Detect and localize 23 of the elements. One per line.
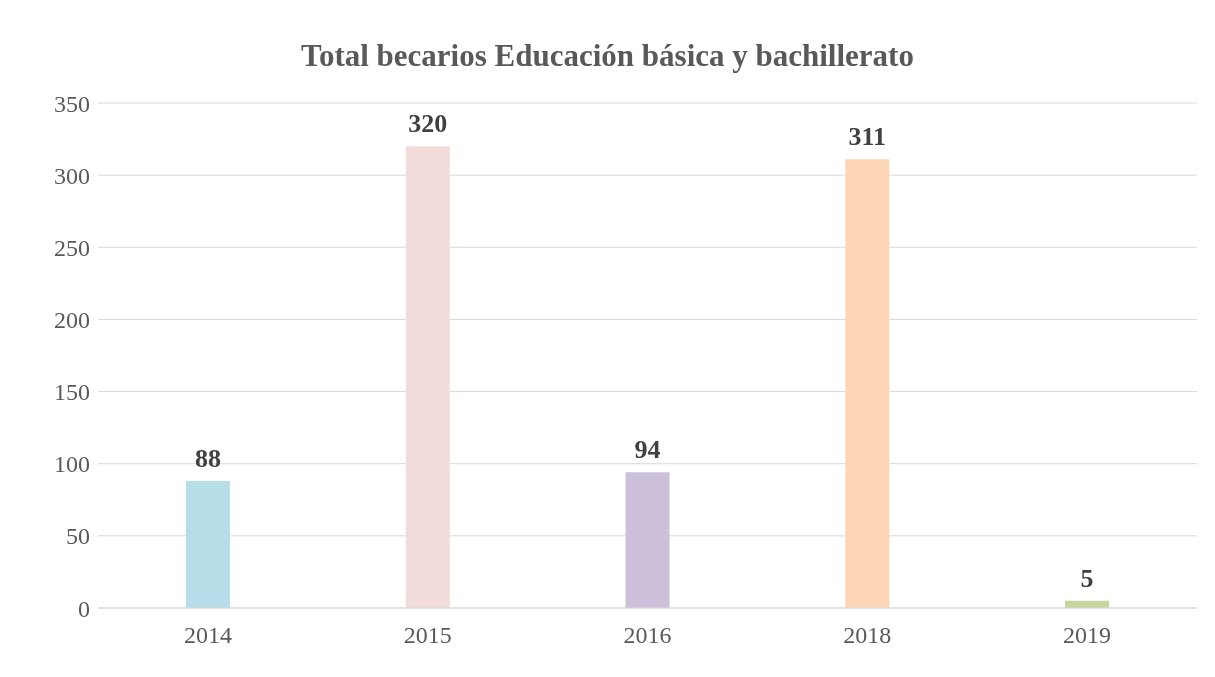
y-tick-label: 200 <box>54 306 90 333</box>
bar <box>845 159 890 608</box>
chart-title: Total becarios Educación básica y bachillerato <box>300 38 915 74</box>
bar <box>405 146 450 608</box>
y-tick-label: 150 <box>54 379 90 406</box>
data-label: 88 <box>194 444 221 474</box>
x-tick-label: 2019 <box>1063 622 1112 649</box>
x-tick-label: 2015 <box>403 622 452 649</box>
data-label: 311 <box>848 122 887 152</box>
bar <box>625 472 670 608</box>
y-tick-label: 350 <box>54 90 90 117</box>
bar <box>185 481 230 608</box>
y-tick-label: 300 <box>54 162 90 189</box>
data-label: 5 <box>1080 563 1094 593</box>
data-label: 320 <box>408 109 448 139</box>
x-tick-label: 2014 <box>183 622 232 649</box>
y-tick-label: 100 <box>54 451 90 478</box>
y-tick-label: 250 <box>54 234 90 261</box>
y-tick-label: 50 <box>66 523 90 550</box>
x-tick-label: 2018 <box>843 622 892 649</box>
x-tick-label: 2016 <box>623 622 672 649</box>
data-label: 94 <box>634 435 661 465</box>
y-tick-label: 0 <box>78 595 90 622</box>
